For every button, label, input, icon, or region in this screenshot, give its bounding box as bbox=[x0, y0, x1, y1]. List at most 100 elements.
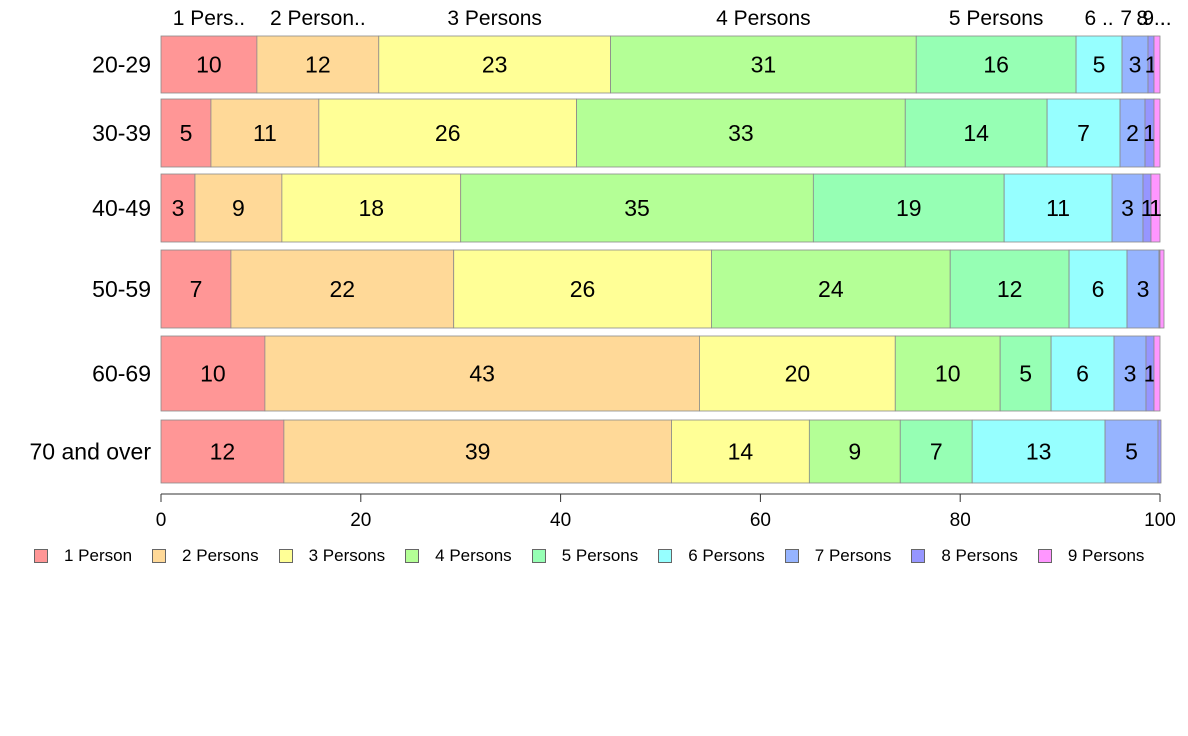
legend-label: 6 Persons bbox=[688, 546, 765, 565]
series-top-label: 1 Pers.. bbox=[173, 7, 245, 30]
bar-segment bbox=[264, 335, 700, 412]
bar-segment bbox=[1104, 419, 1159, 484]
series-top-label: 5 Persons bbox=[949, 7, 1044, 30]
bar-segment bbox=[1068, 249, 1128, 329]
bar-segment bbox=[894, 335, 1001, 412]
legend-swatch bbox=[152, 549, 167, 563]
legend-label: 1 Person bbox=[64, 546, 133, 565]
legend-label: 5 Persons bbox=[561, 546, 639, 565]
segment-label: 31 bbox=[751, 52, 777, 78]
bar-segment bbox=[160, 98, 212, 168]
bar-segment bbox=[1003, 173, 1113, 243]
legend-swatch bbox=[658, 549, 673, 563]
x-tick-label: 40 bbox=[550, 510, 571, 531]
segment-label: 12 bbox=[305, 52, 331, 78]
series-top-label: 8 .. bbox=[1136, 7, 1165, 30]
segment-label: 3 bbox=[172, 195, 185, 221]
segment-label: 10 bbox=[200, 361, 226, 387]
legend-label: 8 Persons bbox=[941, 546, 1018, 565]
bar-segment bbox=[576, 98, 906, 168]
category-label: 30-39 bbox=[92, 120, 151, 146]
bar-segment bbox=[904, 98, 1048, 168]
segment-label: 33 bbox=[728, 120, 754, 146]
bar-segment bbox=[1153, 335, 1161, 412]
legend-item: 4 Persons bbox=[405, 546, 512, 566]
bar-segment bbox=[812, 173, 1005, 243]
bar-segment bbox=[899, 419, 973, 484]
bar-segment bbox=[610, 35, 917, 94]
bar-segment bbox=[999, 335, 1052, 412]
bar-segment bbox=[256, 35, 380, 94]
bar-segment bbox=[283, 419, 672, 484]
x-tick-label: 60 bbox=[750, 510, 771, 531]
legend-swatch bbox=[784, 549, 799, 563]
segment-label: 6 bbox=[1076, 361, 1089, 387]
legend-swatch bbox=[278, 549, 293, 563]
legend-swatch bbox=[911, 549, 926, 563]
segment-label: 5 bbox=[1019, 361, 1032, 387]
segment-label: 43 bbox=[469, 361, 495, 387]
bar-segment bbox=[1111, 173, 1144, 243]
x-tick-label: 100 bbox=[1144, 510, 1176, 531]
chart-legend: 1 Person 2 Persons 3 Persons 4 Persons 5 Per… bbox=[34, 546, 1164, 566]
bar-segment bbox=[318, 98, 577, 168]
series-top-label: 9 .. bbox=[1142, 7, 1171, 30]
category-label: 50-59 bbox=[92, 276, 151, 302]
bar-segment bbox=[1157, 419, 1162, 484]
bar-segment bbox=[230, 249, 455, 329]
bar-segment bbox=[1075, 35, 1123, 94]
segment-label: 11 bbox=[1046, 195, 1070, 221]
bar-segment bbox=[378, 35, 611, 94]
segment-label: 18 bbox=[358, 195, 384, 221]
segment-label: 10 bbox=[935, 361, 961, 387]
legend-item: 9 Persons bbox=[1037, 546, 1145, 566]
segment-label: 5 bbox=[1125, 439, 1138, 465]
x-tick-label: 20 bbox=[350, 510, 371, 531]
segment-label: 26 bbox=[570, 276, 596, 302]
segment-label: 35 bbox=[624, 195, 650, 221]
legend-item: 7 Persons bbox=[784, 546, 891, 566]
bar-segment bbox=[971, 419, 1106, 484]
bar-segment bbox=[1153, 35, 1161, 94]
segment-label: 14 bbox=[963, 120, 989, 146]
legend-item: 1 Person bbox=[34, 546, 132, 566]
legend-item: 3 Persons bbox=[278, 546, 385, 566]
bar-segment bbox=[1113, 335, 1147, 412]
legend-item: 6 Persons bbox=[658, 546, 765, 566]
x-tick-label: 80 bbox=[950, 510, 971, 531]
segment-label: 19 bbox=[896, 195, 922, 221]
segment-label: 13 bbox=[1026, 439, 1052, 465]
legend-label: 9 Persons bbox=[1067, 546, 1145, 565]
series-top-label: 2 Person.. bbox=[270, 7, 366, 30]
segment-label: 20 bbox=[785, 361, 811, 387]
category-label: 20-29 bbox=[92, 52, 151, 78]
category-label: 60-69 bbox=[92, 361, 151, 387]
bar-segment bbox=[160, 35, 258, 94]
segment-label: 12 bbox=[997, 276, 1023, 302]
segment-label: 1 bbox=[1143, 120, 1156, 146]
segment-label: 3 bbox=[1129, 52, 1142, 78]
bar-segment bbox=[699, 335, 896, 412]
series-top-label: 7 .. bbox=[1120, 7, 1149, 30]
legend-item: 8 Persons bbox=[911, 546, 1018, 566]
bar-segment bbox=[460, 173, 814, 243]
segment-label: 5 bbox=[180, 120, 193, 146]
x-tick-label: 0 bbox=[156, 510, 167, 531]
stacked-bar-chart: 10 12 23 31 16 5 3 120-295 11 26 33 14 7 2 130-393 9 18 3… bbox=[30, 7, 1176, 531]
segment-label: 2 bbox=[1126, 120, 1139, 146]
legend-label: 4 Persons bbox=[435, 546, 512, 565]
bar-segment bbox=[160, 249, 232, 329]
segment-label: 1 bbox=[1149, 195, 1162, 221]
category-label: 40-49 bbox=[92, 195, 151, 221]
bar-segment bbox=[1159, 249, 1165, 329]
bar-segment bbox=[1050, 335, 1115, 412]
legend-swatch bbox=[34, 549, 48, 563]
bar-segment bbox=[160, 173, 196, 243]
series-top-label: 3 Persons bbox=[447, 7, 542, 30]
segment-label: 26 bbox=[435, 120, 461, 146]
bar-segment bbox=[1046, 98, 1121, 168]
segment-label: 24 bbox=[818, 276, 844, 302]
segment-label: 6 bbox=[1092, 276, 1105, 302]
legend-label: 2 Persons bbox=[182, 546, 259, 565]
segment-label: 3 bbox=[1121, 195, 1134, 221]
